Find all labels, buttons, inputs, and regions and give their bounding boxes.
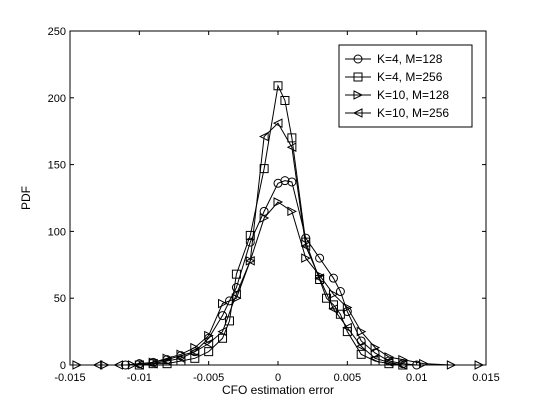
triangle-right-marker <box>287 206 297 217</box>
triangle-right-marker <box>446 360 457 370</box>
legend-label: K=4, M=128 <box>377 52 443 66</box>
triangle-left-marker <box>189 346 200 357</box>
series-layer <box>72 81 485 370</box>
triangle-left-marker <box>92 360 103 370</box>
circle-marker <box>259 206 269 216</box>
legend-label: K=10, M=256 <box>377 106 449 120</box>
triangle-left-marker <box>286 142 297 153</box>
triangle-right-marker <box>474 360 485 370</box>
square-marker <box>231 269 241 279</box>
triangle-left-marker <box>245 255 255 266</box>
triangle-right-marker <box>384 352 395 362</box>
square-marker <box>224 316 234 326</box>
y-tick-label: 200 <box>48 93 66 105</box>
triangle-left-marker <box>148 358 158 369</box>
square-marker <box>287 133 297 143</box>
triangle-left-marker <box>272 118 283 128</box>
legend-item: K=4, M=256 <box>345 70 443 84</box>
triangle-left-marker <box>217 326 228 337</box>
triangle-right-marker <box>419 358 429 369</box>
series-triangle-left <box>92 118 408 370</box>
square-marker <box>353 72 363 82</box>
triangle-left-marker <box>352 108 363 118</box>
y-tick-label: 100 <box>48 226 66 238</box>
y-tick-label: 0 <box>60 360 66 372</box>
circle-marker <box>245 237 255 247</box>
circle-marker <box>315 253 325 263</box>
triangle-left-marker <box>300 241 311 251</box>
triangle-left-marker <box>314 273 325 283</box>
triangle-left-marker <box>356 341 366 352</box>
triangle-right-marker <box>301 253 311 263</box>
circle-marker <box>335 287 345 297</box>
square-marker <box>273 81 283 91</box>
circle-marker <box>218 311 228 321</box>
square-marker <box>204 347 214 357</box>
triangle-left-marker <box>113 360 124 370</box>
legend-item: K=10, M=256 <box>345 106 449 120</box>
triangle-right-marker <box>259 213 270 223</box>
triangle-left-marker <box>369 353 380 364</box>
triangle-left-marker <box>161 356 172 366</box>
axes-layer: -0.015 -0.01 -0.005 0 0.005 0.01 0.015 0 50 100 15… <box>48 26 500 384</box>
triangle-right-marker <box>398 354 408 365</box>
triangle-right-marker <box>148 357 159 368</box>
legend-item: K=10, M=128 <box>345 88 449 102</box>
square-marker <box>245 230 255 240</box>
x-tick-label: 0.015 <box>472 372 500 384</box>
triangle-right-marker <box>162 353 173 364</box>
triangle-left-marker <box>342 322 352 333</box>
triangle-right-marker <box>370 342 381 353</box>
x-tick-label: -0.005 <box>193 372 224 384</box>
square-marker <box>190 353 200 363</box>
triangle-right-marker <box>342 302 353 313</box>
legend: K=4, M=128 K=4, M=256 K=10, M=128 K=10, M=2… <box>338 44 473 128</box>
triangle-right-marker <box>353 90 364 100</box>
legend-label: K=4, M=256 <box>377 70 443 84</box>
triangle-right-marker <box>218 298 228 309</box>
series-line <box>97 122 403 366</box>
x-tick-label: 0 <box>275 372 281 384</box>
y-axis-label: PDF <box>19 186 33 210</box>
triangle-right-marker <box>204 330 214 341</box>
x-tick-label: 0.01 <box>406 372 427 384</box>
legend-label: K=10, M=128 <box>377 88 449 102</box>
triangle-left-marker <box>383 357 394 368</box>
square-marker <box>356 349 366 359</box>
circle-marker <box>287 177 297 187</box>
triangle-right-marker <box>356 326 367 337</box>
x-tick-label: 0.005 <box>334 372 362 384</box>
circle-marker <box>328 273 338 283</box>
triangle-left-marker <box>231 289 241 300</box>
triangle-left-marker <box>328 304 338 314</box>
legend-item: K=4, M=128 <box>345 52 443 66</box>
y-tick-label: 150 <box>48 160 66 172</box>
x-tick-label: -0.015 <box>54 372 85 384</box>
triangle-left-marker <box>175 353 186 364</box>
series-line <box>125 180 417 366</box>
circle-marker <box>280 176 290 186</box>
square-marker <box>218 333 228 343</box>
triangle-right-marker <box>273 197 284 207</box>
triangle-left-marker <box>203 338 214 349</box>
y-tick-label: 50 <box>54 293 66 305</box>
square-marker <box>280 95 290 105</box>
series-line <box>76 201 480 366</box>
triangle-left-marker <box>259 131 269 142</box>
triangle-right-marker <box>328 289 339 300</box>
triangle-left-marker <box>397 360 408 370</box>
circle-marker <box>353 54 363 64</box>
y-tick-label: 250 <box>48 26 66 38</box>
x-tick-label: -0.01 <box>127 372 152 384</box>
x-axis-label: CFO estimation error <box>222 383 334 397</box>
